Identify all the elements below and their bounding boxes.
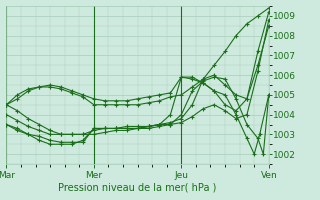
X-axis label: Pression niveau de la mer( hPa ): Pression niveau de la mer( hPa ) xyxy=(59,183,217,193)
